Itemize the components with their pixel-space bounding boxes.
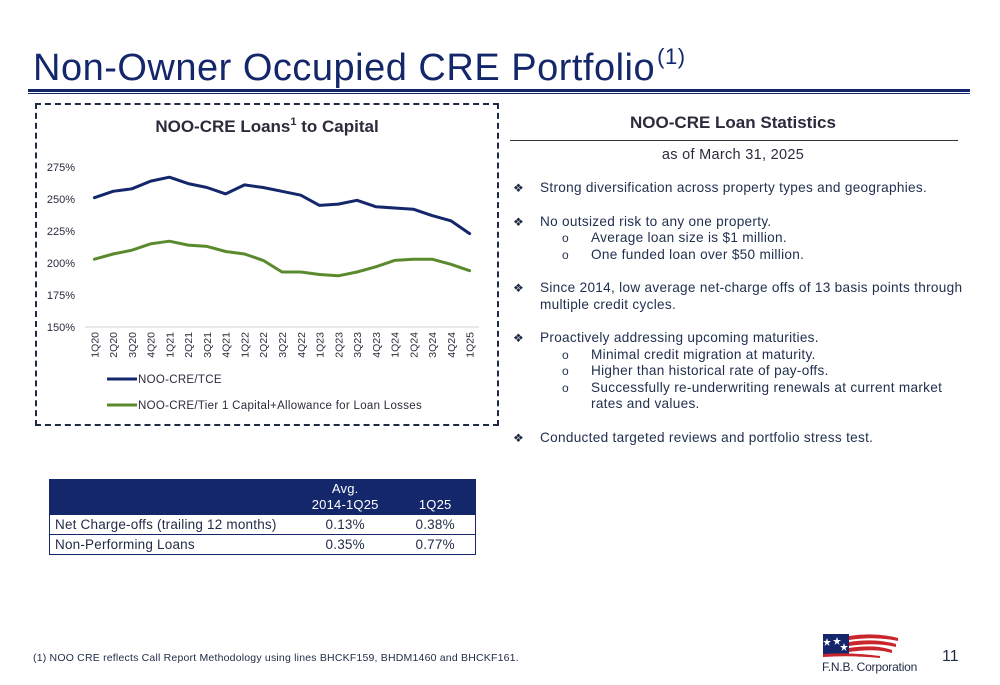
stats-title: NOO-CRE Loan Statistics	[630, 113, 836, 132]
x-tick-label: 2Q24	[408, 332, 420, 358]
x-tick-label: 1Q25	[465, 332, 477, 358]
bullet-item: ❖ Strong diversification across property …	[513, 180, 928, 195]
sub-bullet-item: o Average loan size is $1 million.	[562, 230, 787, 245]
x-tick-label: 1Q20	[89, 332, 101, 358]
x-tick-label: 4Q23	[371, 332, 383, 358]
diamond-bullet-icon: ❖	[513, 214, 525, 229]
bullet-item: ❖ Proactively addressing upcoming maturit…	[513, 330, 819, 345]
x-tick-label: 3Q24	[427, 332, 439, 358]
series-line-1	[92, 175, 472, 236]
row-quarter-value: 0.38%	[395, 514, 476, 535]
row-avg-value: 0.35%	[295, 534, 396, 555]
page-number: 11	[942, 648, 959, 665]
row-quarter-value: 0.77%	[395, 534, 476, 555]
y-tick-label: 250%	[47, 194, 75, 206]
bullet-item: ❖ Since 2014, low average net-charge offs…	[513, 280, 963, 312]
circle-bullet-icon: o	[562, 380, 569, 395]
x-tick-label: 2Q23	[333, 332, 345, 358]
series-line-2	[92, 239, 472, 278]
logo-text: F.N.B. Corporation	[822, 660, 918, 674]
stats-bullet-list: ❖ Strong diversification across property …	[513, 180, 973, 446]
stats-subtitle: as of March 31, 2025	[661, 147, 805, 163]
y-tick-label: 225%	[47, 226, 75, 238]
legend-label-1: NOO-CRE/TCE	[138, 374, 222, 386]
table-header-row: Avg. 2014-1Q25 1Q25	[49, 479, 476, 515]
sub-bullet-item: o Minimal credit migration at maturity.	[562, 346, 816, 362]
x-tick-label: 4Q21	[221, 332, 233, 358]
x-tick-label: 3Q23	[352, 332, 364, 358]
bullet-item: ❖ No outsized risk to any one property.	[513, 213, 772, 229]
row-avg-value: 0.13%	[295, 514, 396, 535]
sub-bullet-item: o Successfully re-underwriting renewals a…	[562, 379, 943, 412]
x-tick-label: 1Q21	[164, 332, 176, 358]
x-tick-label: 3Q20	[127, 332, 139, 358]
table-row: Net Charge-offs (trailing 12 months) 0.1…	[49, 514, 476, 535]
x-tick-label: 2Q21	[183, 332, 195, 358]
bullet-item: ❖ Conducted targeted reviews and portfoli…	[513, 429, 874, 445]
row-label: Net Charge-offs (trailing 12 months)	[49, 514, 296, 535]
table-header-quarter: 1Q25	[395, 479, 476, 515]
x-tick-label: 3Q22	[277, 332, 289, 358]
credit-stats-table: Avg. 2014-1Q25 1Q25 Net Charge-offs (trai…	[49, 479, 476, 555]
chart-title: NOO-CRE Loans1 to Capital	[155, 116, 379, 136]
line-chart: 150% 175% 200% 225% 250% 275% 1Q20 2Q20 3Q20 4Q20…	[47, 162, 479, 412]
circle-bullet-icon: o	[562, 364, 569, 378]
table-header-empty	[49, 479, 296, 515]
footnote: (1) NOO CRE reflects Call Report Methodo…	[33, 652, 519, 664]
table-header-avg: Avg. 2014-1Q25	[295, 479, 396, 515]
table-row: Non-Performing Loans 0.35% 0.77%	[49, 534, 476, 555]
fnb-logo-icon	[823, 634, 898, 658]
row-label: Non-Performing Loans	[49, 534, 296, 555]
y-tick-label: 150%	[47, 322, 75, 334]
diamond-bullet-icon: ❖	[513, 281, 525, 295]
diamond-bullet-icon: ❖	[513, 331, 525, 345]
y-tick-label: 175%	[47, 290, 75, 302]
sub-bullet-item: o One funded loan over $50 million.	[562, 246, 805, 262]
page-title: Non-Owner Occupied CRE Portfolio(1)	[33, 44, 686, 89]
x-tick-label: 2Q22	[258, 332, 270, 358]
x-tick-label: 2Q20	[108, 332, 120, 358]
diamond-bullet-icon: ❖	[513, 181, 525, 195]
circle-bullet-icon: o	[562, 347, 569, 362]
x-tick-label: 1Q24	[390, 332, 402, 358]
diamond-bullet-icon: ❖	[513, 430, 525, 445]
y-tick-label: 275%	[47, 162, 75, 174]
y-tick-label: 200%	[47, 258, 75, 270]
x-tick-label: 4Q20	[146, 332, 158, 358]
x-tick-label: 4Q22	[296, 332, 308, 358]
title-rule	[28, 89, 970, 92]
x-tick-label: 1Q23	[315, 332, 327, 358]
title-footnote-marker: (1)	[657, 44, 686, 69]
circle-bullet-icon: o	[562, 231, 569, 245]
chart-panel: 150% 175% 200% 225% 250% 275% 1Q20 2Q20 3Q20 4Q20…	[35, 103, 499, 426]
sub-bullet-item: o Higher than historical rate of pay-offs…	[562, 363, 829, 378]
x-tick-label: 4Q24	[446, 332, 458, 358]
stats-rule	[510, 140, 958, 141]
circle-bullet-icon: o	[562, 247, 569, 262]
x-tick-label: 3Q21	[202, 332, 214, 358]
x-tick-label: 1Q22	[239, 332, 251, 358]
title-rule-thin	[28, 93, 970, 94]
legend-label-2: NOO-CRE/Tier 1 Capital+Allowance for Loa…	[138, 400, 422, 412]
